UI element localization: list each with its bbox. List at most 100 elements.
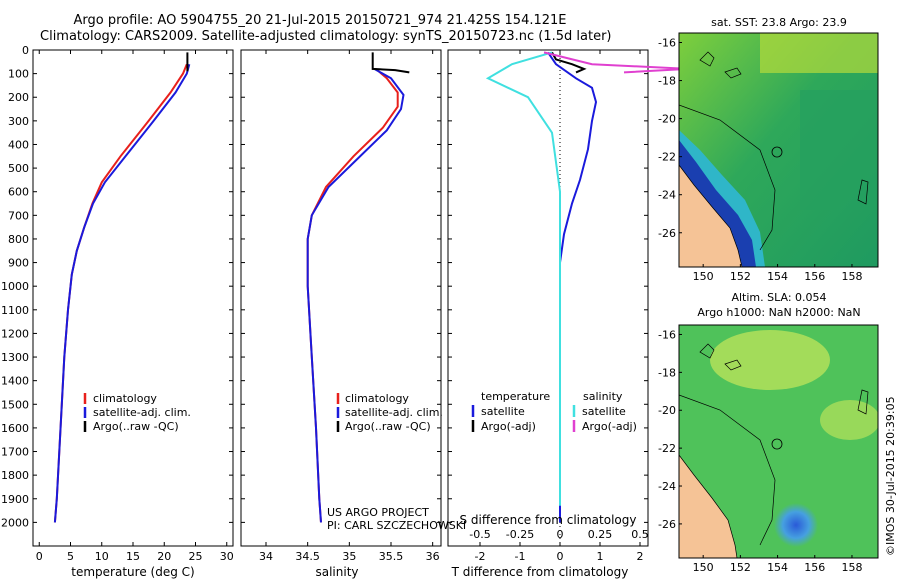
x-top-tick-label: 0.25 [588,528,613,541]
project-line1: US ARGO PROJECT [327,506,429,519]
figure-title-line1: Argo profile: AO 5904755_20 21-Jul-2015 … [73,13,567,28]
map-lon-tick-label: 152 [730,270,751,283]
x-tick-label: 34 [259,550,273,563]
sst-map-title: sat. SST: 23.8 Argo: 23.9 [711,16,847,29]
map-lon-tick-label: 152 [730,561,751,574]
series-line-t-satellite [547,51,598,523]
map-lat-tick-label: -16 [658,328,676,341]
map-lon-tick-label: 154 [767,270,788,283]
sst-warm-patch [760,33,878,73]
map-lon-tick-label: 150 [693,561,714,574]
map-lat-tick-label: -22 [658,442,676,455]
y-tick-label: 1800 [1,469,29,482]
y-tick-label: 200 [8,91,29,104]
sla-map-title-line1: Altim. SLA: 0.054 [731,291,827,304]
series-line-s-satellite [485,51,561,506]
series-line-climatology [53,63,188,523]
map-lon-tick-label: 156 [804,561,825,574]
legend-climatology-label: climatology [93,392,157,405]
series-line-satellite-adj-clim- [306,68,405,523]
salinity-legend: climatology satellite-adj. clim. Argo(..… [336,392,443,433]
y-tick-label: 100 [8,68,29,81]
series-line-satellite-adj-clim- [53,63,191,523]
map-lat-tick-label: -16 [658,37,676,50]
figure-title-line2: Climatology: CARS2009. Satellite-adjuste… [40,29,612,44]
x-tick-label: -1 [515,550,526,563]
series-line-climatology [306,68,399,523]
map-lon-tick-label: 154 [767,561,788,574]
y-tick-label: 600 [8,186,29,199]
salinity-plot-frame [240,49,442,547]
y-tick-label: 2000 [1,516,29,529]
sla-argo-float-location [771,438,783,450]
sst-land-australia [679,164,743,267]
sla-land-australia [679,454,738,558]
difference-xlabel-top: S difference from climatology [460,513,637,527]
x-top-tick-label: -0.5 [469,528,490,541]
map-lon-tick-label: 158 [841,561,862,574]
sla-reef-contour [679,394,776,546]
project-line2: PI: CARL SZCZECHOWSKI [327,519,466,532]
y-tick-label: 300 [8,115,29,128]
map-lat-tick-label: -26 [658,518,676,531]
series-line-argo-raw-qc- [371,52,410,74]
y-tick-label: 1300 [1,351,29,364]
temperature-plot: 0100200300400500600700800900100011001200… [1,44,234,563]
y-tick-label: 1900 [1,493,29,506]
difference-xlabel: T difference from climatology [451,565,629,579]
y-tick-label: 800 [8,233,29,246]
sla-high-patch [710,330,830,390]
y-tick-label: 1000 [1,280,29,293]
sst-island-outlines [699,51,869,205]
map-lat-tick-label: -20 [658,404,676,417]
sst-reef-contour [679,104,776,251]
map-tick-labels: 150 152 154 156 158 -16 -18 -20 -22 -24 -26 150 152 1… [658,37,862,574]
sst-argo-float-location [771,146,783,158]
y-tick-label: 500 [8,162,29,175]
x-tick-label: 36 [426,550,440,563]
sst-map-frame [678,32,879,268]
map-lon-tick-label: 158 [841,270,862,283]
y-tick-label: 1700 [1,446,29,459]
sla-map-title-line2: Argo h1000: NaN h2000: NaN [697,306,861,319]
y-tick-label: 1500 [1,398,29,411]
y-tick-label: 700 [8,209,29,222]
temperature-xlabel: temperature (deg C) [71,565,194,579]
y-tick-label: 1200 [1,327,29,340]
x-tick-label: 0 [557,550,564,563]
x-tick-label: 35.5 [379,550,404,563]
series-line-t-argo-adj- [551,51,587,74]
legend-satellite-label: satellite-adj. clim. [93,406,191,419]
map-lat-tick-label: -18 [658,366,676,379]
salinity-xlabel: salinity [315,565,358,579]
map-lat-tick-label: -24 [658,480,676,493]
legend-temperature-title: temperature [481,390,550,403]
map-lon-tick-label: 150 [693,270,714,283]
difference-plot-frame [447,49,649,547]
x-tick-label: 30 [220,550,234,563]
sla-high-patch [820,400,878,440]
y-tick-label: 1400 [1,375,29,388]
salinity-plot: 34 34.5 35 35.5 36 [241,49,441,563]
x-tick-label: 2 [637,550,644,563]
x-tick-label: 20 [157,550,171,563]
y-tick-label: 400 [8,138,29,151]
legend-argo-label: Argo(..raw -QC) [93,420,179,433]
legend-satellite-label: satellite-adj. clim. [345,406,443,419]
x-tick-label: -2 [475,550,486,563]
x-tick-label: 15 [126,550,140,563]
sla-island-outlines [699,343,869,415]
legend-argo-label: Argo(..raw -QC) [345,420,431,433]
sst-cold-coastal-strip [679,140,756,267]
sst-green-patch [800,90,878,210]
x-tick-label: 1 [597,550,604,563]
legend-climatology-label: climatology [345,392,409,405]
x-tick-label: 35 [342,550,356,563]
y-tick-label: 900 [8,257,29,270]
sla-low-eddy [774,503,818,547]
x-tick-label: 10 [95,550,109,563]
legend-s-argo-label: Argo(-adj) [582,420,637,433]
x-tick-label: 0 [36,550,43,563]
map-lat-tick-label: -24 [658,189,676,202]
